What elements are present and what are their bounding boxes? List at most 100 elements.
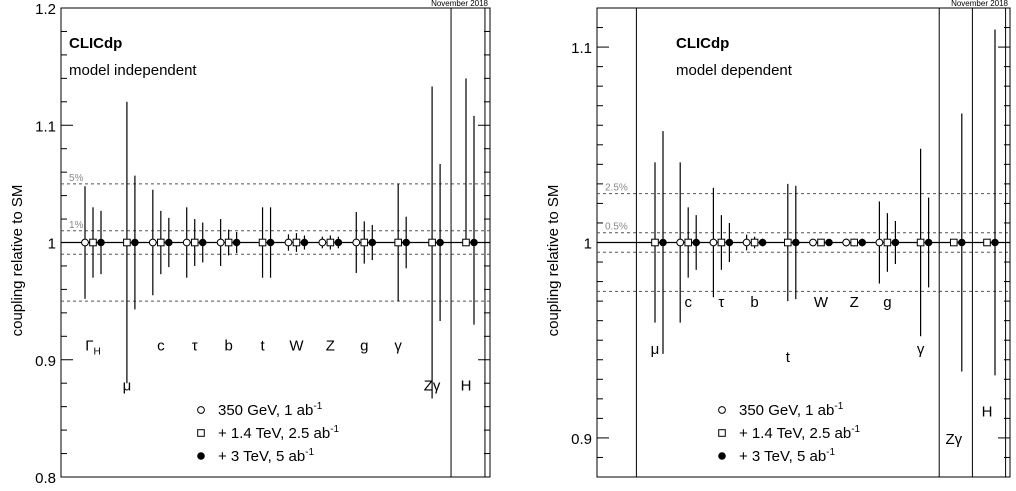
coupling-label: b: [224, 338, 232, 355]
coupling-label: H: [461, 377, 472, 394]
coupling-symbol: Zγ: [424, 377, 441, 394]
marker-3tev: [165, 238, 173, 247]
coupling-subscript: H: [94, 347, 101, 358]
marker-1p4tev: [326, 238, 335, 247]
coupling-label: g: [360, 338, 368, 355]
coupling-label: μ: [651, 341, 660, 358]
experiment-label: CLICdp: [69, 35, 122, 52]
coupling-symbol: μ: [123, 377, 132, 394]
marker-1p4tev: [190, 238, 199, 247]
coupling-symbol: W: [814, 294, 829, 311]
coupling-label: H: [982, 404, 993, 421]
legend-text: 350 GeV, 1 ab: [739, 402, 834, 419]
marker-350gev: [148, 238, 157, 247]
reference-line-label: 2.5%: [605, 183, 628, 194]
marker-3tev: [436, 238, 444, 247]
coupling-symbol: μ: [651, 341, 660, 358]
legend-superscript: -1: [826, 447, 835, 458]
marker-1p4tev: [123, 238, 131, 247]
coupling-symbol: t: [260, 338, 265, 355]
legend-entry: + 3 TeV, 5 ab-1: [739, 447, 836, 465]
marker-3tev: [924, 238, 933, 247]
marker-350gev: [676, 238, 685, 247]
legend-superscript: -1: [313, 401, 322, 412]
coupling-symbol: γ: [917, 341, 925, 358]
experiment-label: CLICdp: [676, 35, 729, 52]
legend-entry: + 1.4 TeV, 2.5 ab-1: [739, 424, 861, 442]
marker-1p4tev: [684, 238, 693, 247]
coupling-symbol: H: [982, 404, 993, 421]
y-tick-label: 1.2: [35, 1, 56, 18]
legend-entry: + 3 TeV, 5 ab-1: [218, 447, 315, 465]
coupling-label: W: [814, 294, 829, 311]
marker-3tev: [758, 238, 767, 247]
marker-1p4tev: [950, 238, 958, 247]
marker-1p4tev: [292, 238, 301, 247]
marker-1p4tev: [258, 238, 267, 247]
marker-3tev: [891, 238, 900, 247]
marker-350gev: [182, 238, 191, 247]
coupling-label: g: [883, 294, 891, 311]
marker-3tev: [131, 238, 139, 247]
coupling-symbol: b: [750, 294, 758, 311]
marker-3tev: [266, 238, 275, 247]
marker-1p4tev: [651, 238, 659, 247]
marker-350gev: [216, 238, 225, 247]
legend-entry: 350 GeV, 1 ab-1: [218, 401, 323, 419]
legend-marker-open-circle: [718, 406, 726, 414]
marker-3tev: [198, 238, 207, 247]
marker-1p4tev: [784, 238, 792, 247]
marker-350gev: [809, 238, 817, 247]
coupling-symbol: b: [224, 338, 232, 355]
marker-1p4tev: [717, 238, 726, 247]
coupling-label: γ: [917, 341, 925, 358]
y-tick-label: 1: [584, 236, 592, 253]
coupling-label: b: [750, 294, 758, 311]
coupling-label: γ: [394, 338, 402, 355]
legend-superscript: -1: [305, 447, 314, 458]
coupling-label: Zγ: [424, 377, 441, 394]
marker-350gev: [352, 238, 361, 247]
legend-marker-filled-circle: [718, 452, 726, 460]
reference-line-label: 0.5%: [605, 222, 628, 233]
marker-3tev: [470, 238, 478, 247]
coupling-symbol: Zγ: [945, 431, 962, 448]
coupling-label: t: [786, 349, 791, 366]
marker-3tev: [659, 238, 667, 247]
reference-line-label: 5%: [69, 173, 84, 184]
marker-1p4tev: [983, 238, 991, 247]
coupling-label: Z: [850, 294, 859, 311]
coupling-symbol: Z: [326, 338, 335, 355]
marker-3tev: [402, 238, 410, 247]
coupling-label: c: [684, 294, 692, 311]
coupling-label: c: [157, 338, 165, 355]
marker-3tev: [991, 238, 999, 247]
legend-marker-open-circle: [197, 406, 205, 414]
model-label: model dependent: [676, 62, 793, 79]
legend-superscript: -1: [834, 401, 843, 412]
marker-3tev: [692, 238, 701, 247]
coupling-label: ΓH: [85, 338, 101, 358]
marker-3tev: [792, 238, 800, 247]
marker-3tev: [232, 238, 241, 247]
marker-350gev: [318, 238, 327, 247]
coupling-symbol: c: [684, 294, 692, 311]
chart-model-independent: November 2018 coupling relative to SM 0.8 0…: [9, 0, 491, 487]
coupling-symbol: g: [883, 294, 891, 311]
marker-3tev: [858, 238, 867, 247]
marker-1p4tev: [916, 238, 925, 247]
reference-line-label: 1%: [69, 220, 84, 231]
marker-1p4tev: [850, 238, 859, 247]
coupling-symbol: c: [157, 338, 165, 355]
model-label: model independent: [69, 62, 197, 79]
marker-350gev: [81, 238, 89, 247]
date-stamp: November 2018: [431, 0, 488, 8]
coupling-label: τ: [718, 294, 724, 311]
legend-superscript: -1: [851, 424, 860, 435]
marker-1p4tev: [360, 238, 369, 247]
legend-text: + 3 TeV, 5 ab: [739, 448, 826, 465]
legend-text: + 3 TeV, 5 ab: [218, 448, 305, 465]
legend-marker-open-square: [718, 429, 726, 437]
